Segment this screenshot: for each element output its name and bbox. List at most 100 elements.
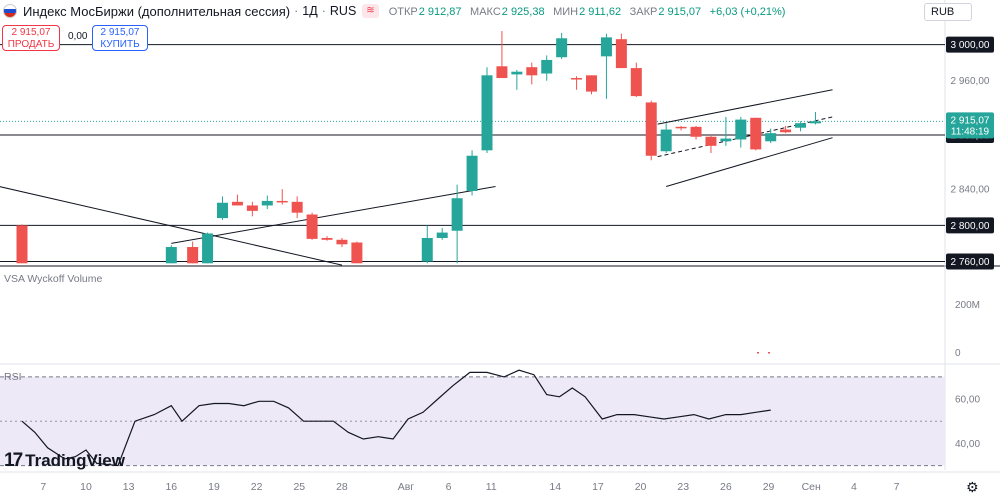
candle-body bbox=[600, 37, 612, 57]
last-price-label: 2 915,07 bbox=[951, 115, 990, 126]
candle-body bbox=[202, 233, 214, 264]
interval[interactable]: 1Д bbox=[302, 4, 318, 18]
status-icon[interactable]: ≋ bbox=[362, 4, 379, 18]
candle-body bbox=[421, 237, 433, 262]
candle-body bbox=[351, 242, 363, 264]
candle-body bbox=[481, 75, 493, 151]
candle-body bbox=[675, 126, 687, 129]
price-tick-label: 2 800,00 bbox=[951, 221, 990, 232]
time-tick-label: 17 bbox=[592, 481, 604, 493]
time-tick-label: 20 bbox=[635, 481, 647, 493]
ohlc-close-value: 2 915,07 bbox=[658, 6, 702, 18]
candle-body bbox=[795, 123, 807, 128]
candle-body bbox=[735, 119, 747, 140]
ohlc-low-label: МИН bbox=[553, 6, 579, 18]
candle-body bbox=[690, 126, 702, 137]
candle-body bbox=[720, 138, 732, 142]
trend-line bbox=[0, 186, 343, 266]
candle-body bbox=[276, 200, 288, 203]
trend-line bbox=[657, 89, 833, 125]
candle-body bbox=[615, 39, 627, 69]
candle-body bbox=[466, 155, 478, 191]
candle-body bbox=[165, 247, 177, 264]
ohlc-close-label: ЗАКР bbox=[629, 6, 658, 18]
currency-select[interactable]: RUB bbox=[924, 3, 972, 21]
candle-body bbox=[246, 205, 258, 211]
candle-body bbox=[187, 247, 199, 264]
candle-body bbox=[496, 66, 508, 79]
buy-button[interactable]: 2 915,07 КУПИТЬ bbox=[92, 25, 148, 51]
candle-body bbox=[556, 38, 568, 58]
candle-body bbox=[291, 201, 303, 213]
candle-body bbox=[809, 121, 821, 124]
candle-body bbox=[541, 59, 553, 74]
symbol-title[interactable]: Индекс МосБиржи (дополнительная сессия) bbox=[23, 3, 291, 19]
ohlc-values: ОТКР2 912,87 МАКС2 925,38 МИН2 911,62 ЗА… bbox=[389, 4, 791, 18]
candle-body bbox=[321, 237, 333, 240]
price-tick-label: 2 840,00 bbox=[951, 185, 990, 196]
time-tick-label: 4 bbox=[851, 481, 857, 493]
candle-body bbox=[336, 239, 348, 245]
ohlc-low-value: 2 911,62 bbox=[579, 6, 622, 18]
time-tick-label: 26 bbox=[720, 481, 732, 493]
candle-body bbox=[217, 202, 229, 219]
time-tick-label: 11 bbox=[486, 481, 497, 493]
time-tick-label: 13 bbox=[123, 481, 135, 493]
candle-body bbox=[436, 232, 448, 238]
gear-icon[interactable]: ⚙ bbox=[966, 479, 979, 495]
candle-body bbox=[526, 67, 538, 76]
candle-body bbox=[451, 198, 463, 231]
sell-label: ПРОДАТЬ bbox=[7, 39, 55, 50]
tradingview-logo[interactable]: 17 TradingView bbox=[4, 450, 125, 472]
time-tick-label: 19 bbox=[208, 481, 220, 493]
candle-body bbox=[16, 225, 28, 264]
tradingview-logo-icon: 17 bbox=[4, 450, 23, 471]
time-tick-label: 10 bbox=[80, 481, 92, 493]
rsi-tick-label: 60,00 bbox=[955, 395, 980, 406]
time-tick-label: 7 bbox=[894, 481, 900, 493]
time-tick-label: Сен bbox=[802, 481, 821, 493]
candle-body bbox=[765, 133, 777, 142]
time-tick-label: 14 bbox=[549, 481, 561, 493]
candle-body bbox=[630, 68, 642, 97]
trend-line bbox=[171, 185, 496, 244]
spread-value: 0,00 bbox=[68, 31, 88, 42]
russia-flag-icon bbox=[3, 4, 17, 18]
trend-line bbox=[666, 137, 833, 187]
brand-name: TradingView bbox=[25, 451, 125, 470]
ohlc-change: +6,03 (+0,21%) bbox=[709, 6, 786, 18]
price-tick-label: 2 960,00 bbox=[951, 76, 990, 87]
candle-body bbox=[780, 129, 792, 133]
rsi-indicator-label[interactable]: RSI bbox=[4, 371, 22, 383]
rsi-tick-label: 40,00 bbox=[955, 439, 980, 450]
price-tick-label: 3 000,00 bbox=[951, 40, 990, 51]
volume-bar bbox=[757, 352, 759, 354]
chart-header: Индекс МосБиржи (дополнительная сессия) … bbox=[0, 0, 790, 22]
ohlc-high-value: 2 925,38 bbox=[501, 6, 545, 18]
time-tick-label: 7 bbox=[40, 481, 46, 493]
sell-button[interactable]: 2 915,07 ПРОДАТЬ bbox=[2, 25, 60, 51]
candle-body bbox=[261, 200, 273, 206]
candle-body bbox=[511, 71, 523, 75]
candle-body bbox=[306, 214, 318, 239]
ohlc-open-label: ОТКР bbox=[388, 6, 418, 18]
candle-body bbox=[231, 201, 243, 206]
candle-body bbox=[660, 129, 672, 152]
ohlc-high-label: МАКС bbox=[470, 6, 501, 18]
ohlc-open-value: 2 912,87 bbox=[418, 6, 462, 18]
exchange: RUS bbox=[329, 4, 357, 18]
candle-body bbox=[586, 75, 598, 92]
buy-price: 2 915,07 bbox=[100, 27, 140, 38]
candle-body bbox=[571, 78, 583, 80]
time-tick-label: 22 bbox=[251, 481, 263, 493]
time-tick-label: Авг bbox=[398, 481, 415, 493]
volume-indicator-label[interactable]: VSA Wyckoff Volume bbox=[4, 273, 103, 285]
time-tick-label: 23 bbox=[677, 481, 689, 493]
price-tick-label: 2 760,00 bbox=[951, 257, 990, 268]
time-tick-label: 25 bbox=[293, 481, 305, 493]
buy-label: КУПИТЬ bbox=[100, 39, 140, 50]
price-tick-box bbox=[946, 36, 994, 53]
time-tick-label: 6 bbox=[446, 481, 452, 493]
sell-price: 2 915,07 bbox=[11, 27, 51, 38]
